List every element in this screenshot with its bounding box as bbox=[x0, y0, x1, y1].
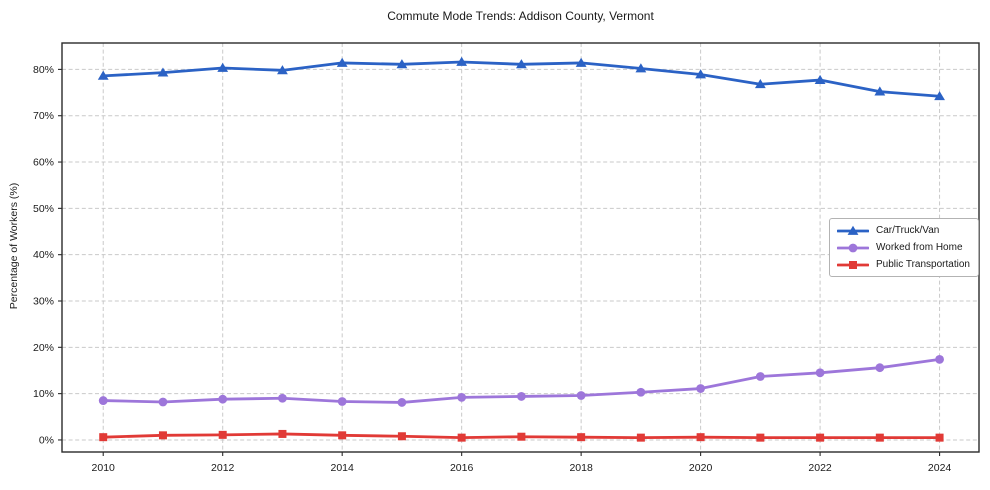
legend-item-car-truck-van: Car/Truck/Van bbox=[837, 225, 971, 237]
svg-text:70%: 70% bbox=[33, 110, 54, 122]
svg-text:2018: 2018 bbox=[569, 462, 593, 474]
legend: Car/Truck/Van Worked from Home Public Tr… bbox=[829, 218, 979, 277]
chart-title: Commute Mode Trends: Addison County, Ver… bbox=[387, 9, 654, 23]
legend-label: Car/Truck/Van bbox=[876, 225, 940, 236]
svg-text:50%: 50% bbox=[33, 203, 54, 215]
svg-text:10%: 10% bbox=[33, 388, 54, 400]
svg-text:60%: 60% bbox=[33, 157, 54, 169]
svg-text:40%: 40% bbox=[33, 249, 54, 261]
legend-item-public-transportation: Public Transportation bbox=[837, 259, 971, 271]
svg-text:2022: 2022 bbox=[808, 462, 832, 474]
line-square-marker-icon bbox=[837, 260, 869, 269]
svg-text:2014: 2014 bbox=[330, 462, 354, 474]
svg-text:0%: 0% bbox=[39, 434, 54, 446]
svg-text:2012: 2012 bbox=[211, 462, 235, 474]
svg-text:80%: 80% bbox=[33, 64, 54, 76]
svg-text:2010: 2010 bbox=[92, 462, 116, 474]
legend-item-worked-from-home: Worked from Home bbox=[837, 242, 971, 254]
line-triangle-marker-icon bbox=[837, 225, 869, 235]
svg-text:2024: 2024 bbox=[928, 462, 952, 474]
svg-text:30%: 30% bbox=[33, 295, 54, 307]
legend-label: Worked from Home bbox=[876, 242, 963, 253]
legend-label: Public Transportation bbox=[876, 259, 970, 270]
svg-text:20%: 20% bbox=[33, 342, 54, 354]
line-circle-marker-icon bbox=[837, 243, 869, 252]
svg-text:2016: 2016 bbox=[450, 462, 474, 474]
svg-text:2020: 2020 bbox=[689, 462, 713, 474]
